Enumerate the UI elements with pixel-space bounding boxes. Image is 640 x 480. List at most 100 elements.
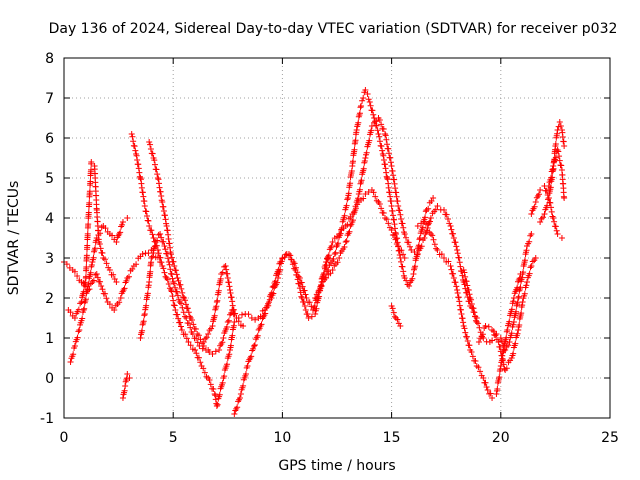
series-satellite-track-11 xyxy=(323,115,480,321)
data-point xyxy=(140,318,147,325)
data-point xyxy=(529,258,536,265)
data-point xyxy=(323,275,330,281)
data-point xyxy=(121,387,128,394)
data-point xyxy=(403,234,410,241)
data-point xyxy=(169,275,176,282)
data-point xyxy=(262,310,269,317)
data-point xyxy=(141,203,148,209)
data-point xyxy=(397,255,404,261)
data-point xyxy=(250,345,257,352)
data-point xyxy=(392,315,399,321)
data-point xyxy=(218,271,225,277)
data-point xyxy=(510,350,517,357)
data-point xyxy=(106,267,113,273)
data-point xyxy=(403,277,410,284)
data-point xyxy=(168,271,175,278)
x-tick-label: 25 xyxy=(601,430,619,446)
data-point xyxy=(396,247,403,254)
data-point xyxy=(366,99,373,105)
data-point xyxy=(122,383,129,389)
data-point xyxy=(431,241,438,248)
data-point xyxy=(113,279,120,285)
data-point xyxy=(484,387,491,393)
data-point xyxy=(192,326,199,332)
series-satellite-track-10 xyxy=(312,87,437,301)
data-point xyxy=(380,210,387,216)
data-point xyxy=(399,220,406,227)
data-point xyxy=(117,229,124,236)
data-point xyxy=(410,271,417,277)
data-point xyxy=(445,258,452,265)
data-point xyxy=(385,220,392,227)
series-satellite-track-4 xyxy=(119,371,133,401)
data-point xyxy=(398,216,405,223)
data-point xyxy=(155,231,162,238)
data-point xyxy=(124,215,131,221)
data-point xyxy=(456,259,463,266)
data-point xyxy=(434,247,441,253)
data-point xyxy=(447,263,454,269)
data-point xyxy=(390,172,397,179)
data-point xyxy=(110,271,117,278)
data-point xyxy=(200,339,207,345)
data-point xyxy=(192,347,199,353)
data-point xyxy=(551,218,558,225)
data-point xyxy=(391,176,398,183)
data-point xyxy=(378,143,385,150)
data-point xyxy=(360,195,367,202)
data-point xyxy=(174,311,181,318)
data-point xyxy=(87,178,94,185)
data-point xyxy=(312,295,319,301)
data-point xyxy=(523,282,530,289)
x-tick-label: 10 xyxy=(273,430,291,446)
data-point xyxy=(93,271,100,277)
x-tick-label: 5 xyxy=(169,430,178,446)
data-point xyxy=(479,331,486,338)
data-point xyxy=(556,119,563,125)
data-point xyxy=(514,330,521,337)
data-point xyxy=(387,154,394,161)
data-point xyxy=(548,208,555,215)
plot-frame xyxy=(63,57,611,419)
data-point xyxy=(87,269,94,276)
data-point xyxy=(225,279,232,286)
data-point xyxy=(418,243,425,250)
data-point xyxy=(463,333,470,340)
data-point xyxy=(457,306,464,313)
data-point xyxy=(208,325,215,332)
data-point xyxy=(97,230,104,237)
data-point xyxy=(329,267,336,273)
data-point xyxy=(468,296,475,303)
data-point xyxy=(70,351,77,358)
data-point xyxy=(228,294,235,301)
data-point xyxy=(470,305,477,312)
data-point xyxy=(350,217,357,224)
data-point xyxy=(214,401,221,408)
data-point xyxy=(117,295,124,301)
data-point xyxy=(219,339,226,346)
data-point xyxy=(344,221,351,228)
data-point xyxy=(376,201,383,207)
data-point xyxy=(145,217,152,224)
data-point xyxy=(156,180,163,187)
data-point xyxy=(308,313,315,320)
data-point xyxy=(360,95,367,101)
data-point xyxy=(345,190,352,197)
data-point xyxy=(461,325,468,332)
data-point xyxy=(86,199,93,206)
data-point xyxy=(146,223,153,229)
data-point xyxy=(180,309,187,316)
data-point xyxy=(422,220,429,227)
data-point xyxy=(157,254,164,261)
data-point xyxy=(477,368,484,375)
data-point xyxy=(409,275,416,282)
data-point xyxy=(454,287,461,293)
data-point xyxy=(251,343,258,349)
series-satellite-track-15 xyxy=(475,255,539,373)
data-point xyxy=(382,161,389,168)
data-point xyxy=(129,133,136,140)
data-point xyxy=(86,188,93,195)
data-point xyxy=(96,241,103,247)
data-point xyxy=(82,296,89,303)
data-point xyxy=(89,279,96,285)
